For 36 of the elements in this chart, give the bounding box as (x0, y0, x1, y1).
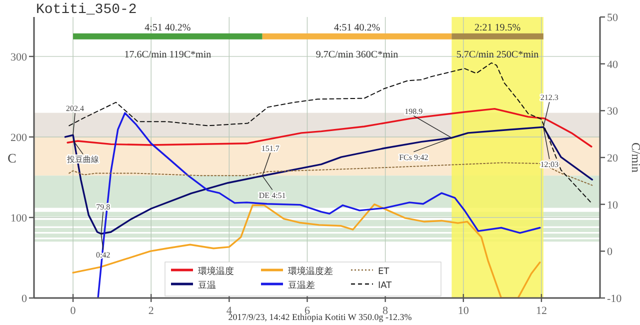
legend-label: ET (378, 267, 390, 277)
legend-label: IAT (378, 281, 392, 291)
y2-tick-label: 50 (607, 12, 618, 24)
annotation: 2:21 19.5% (474, 22, 521, 34)
y-tick-label: 300 (10, 51, 28, 64)
annotation: 9.7C/min 360C*min (316, 49, 398, 60)
x-tick-label: 0 (70, 305, 76, 317)
y-tick-label: 100 (10, 212, 28, 224)
x-tick-label: 2 (148, 305, 154, 317)
legend-label: 環境温度差 (288, 266, 333, 277)
y2-tick-label: -10 (607, 293, 622, 305)
legend-label: 環境温度 (198, 266, 234, 277)
legend-label: 豆温 (198, 280, 216, 291)
legend-label: 豆温差 (288, 280, 315, 291)
x-tick-label: 10 (458, 305, 470, 317)
annotation: 17.6C/min 119C*min (124, 49, 212, 60)
annotation: DE 4:51 (258, 190, 286, 200)
x-tick-label: 8 (382, 305, 389, 317)
chart-title: Kotiti_350-2 (36, 2, 137, 18)
y-tick-label: 0 (22, 293, 28, 305)
annotation: FCs 9:42 (399, 152, 428, 162)
y-axis-title: C (8, 150, 16, 166)
y2-tick-label: 40 (607, 58, 618, 71)
annotation: 198.9 (404, 106, 423, 116)
y-tick-label: 200 (10, 132, 28, 144)
annotation: 5.7C/min 250C*min (456, 49, 539, 60)
y2-tick-label: 20 (607, 152, 618, 164)
annotation: 4:51 40.2% (334, 22, 380, 34)
y2-tick-label: 10 (607, 199, 618, 212)
y2-tick-label: 30 (607, 106, 618, 118)
y2-tick-label: 0 (607, 246, 613, 258)
annotation: 4:51 40.2% (144, 22, 191, 34)
x-tick-label: 12 (536, 305, 547, 317)
y2-axis-title: C/min (629, 142, 640, 173)
annotation: 151.7 (261, 144, 280, 153)
annotation: 202.4 (66, 104, 84, 114)
